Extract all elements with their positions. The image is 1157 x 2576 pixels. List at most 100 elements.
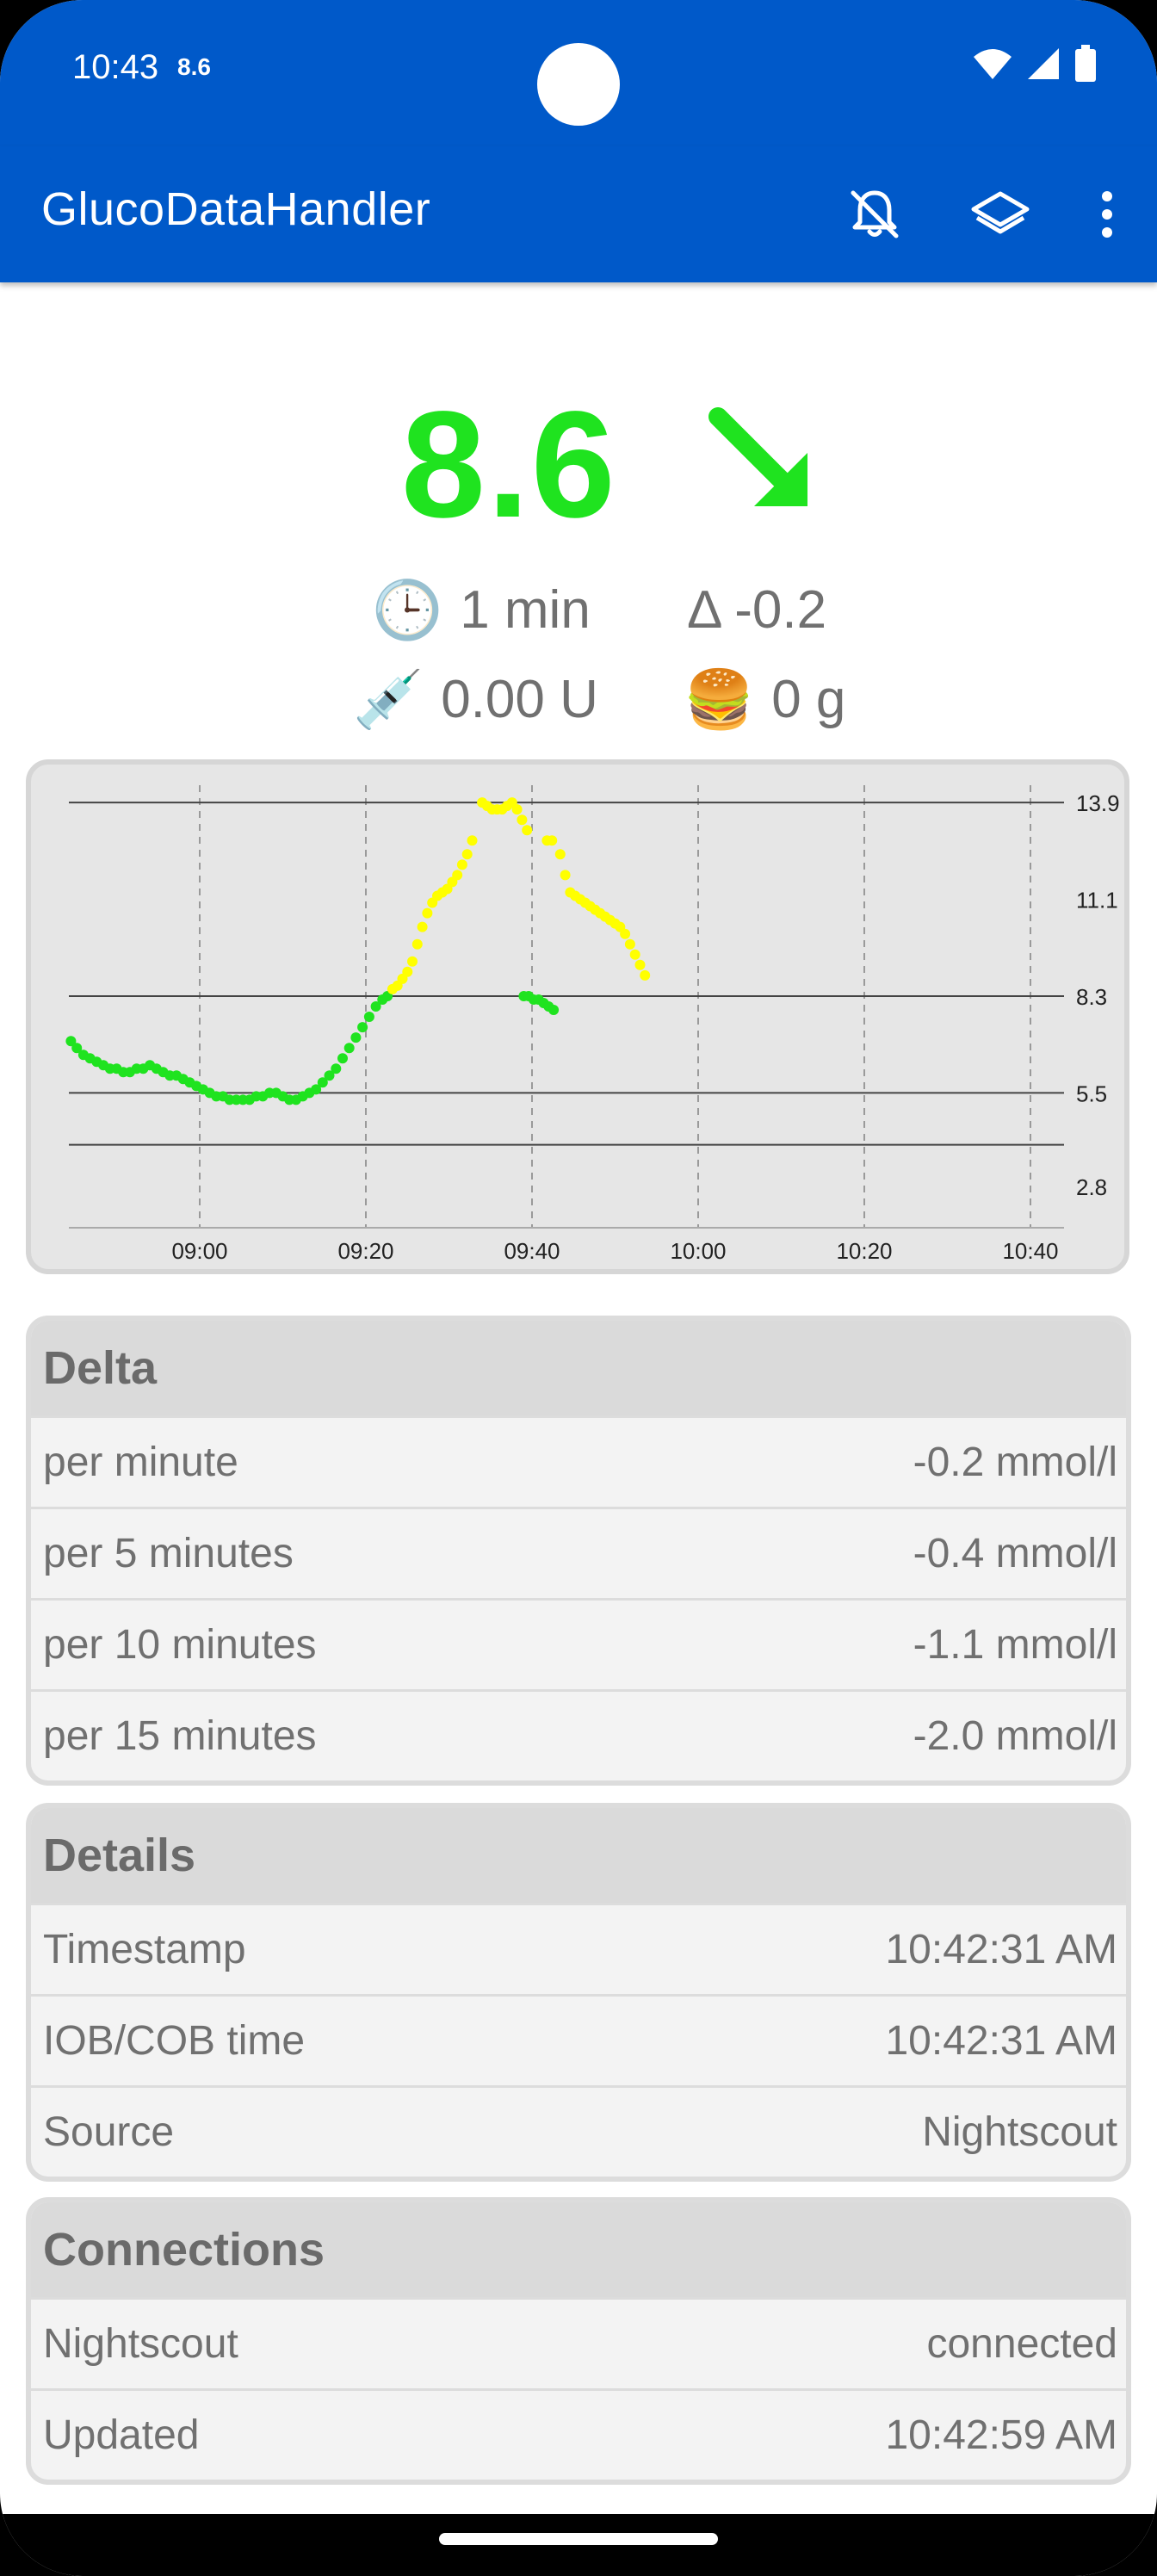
row-value: Nightscout xyxy=(922,2109,1117,2155)
data-point xyxy=(547,835,558,846)
more-vert-icon xyxy=(1102,191,1112,238)
glucose-display: 8.6 xyxy=(0,379,1157,551)
row-label: Nightscout xyxy=(43,2321,238,2367)
row-label: Source xyxy=(43,2109,175,2155)
delta-value: Δ -0.2 xyxy=(687,579,827,640)
data-point xyxy=(452,870,463,881)
row-value: 10:42:31 AM xyxy=(885,2018,1117,2064)
row-label: per 15 minutes xyxy=(43,1713,317,1759)
row-value: -2.0 mmol/l xyxy=(913,1713,1117,1759)
status-bar: 10:43 8.6 xyxy=(0,0,1157,146)
app-title: GlucoDataHandler xyxy=(41,183,431,235)
data-point xyxy=(624,938,635,950)
data-point xyxy=(317,1077,328,1088)
data-point xyxy=(554,849,566,860)
data-point xyxy=(511,804,523,815)
data-point xyxy=(363,1012,374,1022)
table-row: Source Nightscout xyxy=(31,2085,1126,2177)
row-value: 10:42:31 AM xyxy=(885,1927,1117,1972)
table-row: per 10 minutes -1.1 mmol/l xyxy=(31,1598,1126,1689)
camera-cutout xyxy=(537,43,620,126)
row-label: IOB/COB time xyxy=(43,2018,306,2064)
navigation-bar xyxy=(0,2514,1157,2576)
alarm-toggle-button[interactable] xyxy=(821,161,928,268)
row-value: -0.2 mmol/l xyxy=(913,1440,1117,1485)
x-tick-label: 10:00 xyxy=(670,1238,726,1264)
data-point xyxy=(324,1070,335,1081)
data-point xyxy=(331,1063,342,1074)
signal-icon xyxy=(1028,48,1059,79)
data-point xyxy=(411,938,423,950)
arrow-down-right-icon xyxy=(708,407,807,506)
layers-icon xyxy=(971,191,1030,234)
y-tick-label: 2.8 xyxy=(1076,1174,1107,1200)
battery-icon xyxy=(1075,45,1096,82)
syringe-icon: 💉 xyxy=(353,667,424,731)
status-time: 10:43 xyxy=(72,48,159,86)
data-point xyxy=(461,849,473,860)
data-point xyxy=(357,1022,368,1033)
iob-value: 0.00 U xyxy=(441,669,598,729)
glucose-chart[interactable]: 09:00 09:20 09:40 10:00 10:20 10:40 13.9 11.1 8.… xyxy=(26,759,1129,1274)
wifi-icon xyxy=(974,49,1012,79)
data-point xyxy=(311,1084,322,1095)
data-point xyxy=(407,956,418,967)
bell-off-icon xyxy=(851,190,899,238)
y-tick-label: 13.9 xyxy=(1076,790,1120,816)
table-row: per minute -0.2 mmol/l xyxy=(31,1415,1126,1507)
chart-canvas: 09:00 09:20 09:40 10:00 10:20 10:40 13.9 11.1 8.… xyxy=(65,785,1120,1264)
cob-value: 0 g xyxy=(771,669,846,729)
overflow-menu-button[interactable] xyxy=(1073,161,1142,268)
data-point xyxy=(522,825,533,836)
status-icons xyxy=(973,45,1097,83)
age-delta-row: 🕒 1 min Δ -0.2 xyxy=(0,575,1157,644)
row-label: per 10 minutes xyxy=(43,1622,317,1668)
x-tick-label: 10:20 xyxy=(836,1238,892,1264)
data-point xyxy=(422,907,433,919)
table-row: Timestamp 10:42:31 AM xyxy=(31,1903,1126,1994)
y-tick-label: 11.1 xyxy=(1076,888,1118,913)
table-row: Updated 10:42:59 AM xyxy=(31,2388,1126,2480)
data-point xyxy=(560,870,571,881)
row-label: Timestamp xyxy=(43,1927,246,1972)
layers-button[interactable] xyxy=(947,161,1054,268)
row-value: 10:42:59 AM xyxy=(885,2412,1117,2458)
data-point xyxy=(71,1043,83,1054)
data-point xyxy=(337,1053,348,1064)
details-card-title: Details xyxy=(31,1808,1126,1903)
details-card: Details Timestamp 10:42:31 AM IOB/COB ti… xyxy=(26,1803,1131,2182)
home-gesture-handle[interactable] xyxy=(439,2533,718,2545)
table-row: per 15 minutes -2.0 mmol/l xyxy=(31,1689,1126,1780)
data-point xyxy=(343,1043,355,1054)
data-point xyxy=(548,1005,560,1015)
data-point xyxy=(417,921,428,932)
data-point xyxy=(634,959,646,970)
data-point xyxy=(370,1001,381,1012)
clock-icon: 🕒 xyxy=(372,578,443,641)
row-label: per 5 minutes xyxy=(43,1531,294,1576)
x-tick-label: 09:40 xyxy=(504,1238,560,1264)
data-point xyxy=(402,966,413,977)
data-point xyxy=(517,814,528,826)
iob-cob-row: 💉 0.00 U 🍔 0 g xyxy=(0,665,1157,734)
burger-icon: 🍔 xyxy=(684,667,755,731)
x-tick-label: 09:00 xyxy=(171,1238,227,1264)
data-point xyxy=(350,1032,362,1043)
x-tick-label: 10:40 xyxy=(1002,1238,1058,1264)
data-point xyxy=(629,949,640,960)
y-tick-label: 8.3 xyxy=(1076,984,1107,1010)
data-point xyxy=(65,1036,77,1047)
row-value: connected xyxy=(926,2321,1117,2367)
connections-card-title: Connections xyxy=(31,2202,1126,2297)
row-label: per minute xyxy=(43,1440,238,1485)
data-point xyxy=(456,859,467,870)
connections-card: Connections Nightscout connected Updated… xyxy=(26,2197,1131,2485)
data-point xyxy=(620,928,631,939)
row-value: -0.4 mmol/l xyxy=(913,1531,1117,1576)
x-tick-label: 09:20 xyxy=(337,1238,393,1264)
data-point xyxy=(640,969,651,981)
y-tick-label: 5.5 xyxy=(1076,1081,1107,1106)
table-row: per 5 minutes -0.4 mmol/l xyxy=(31,1507,1126,1598)
glucose-value: 8.6 xyxy=(401,381,617,549)
